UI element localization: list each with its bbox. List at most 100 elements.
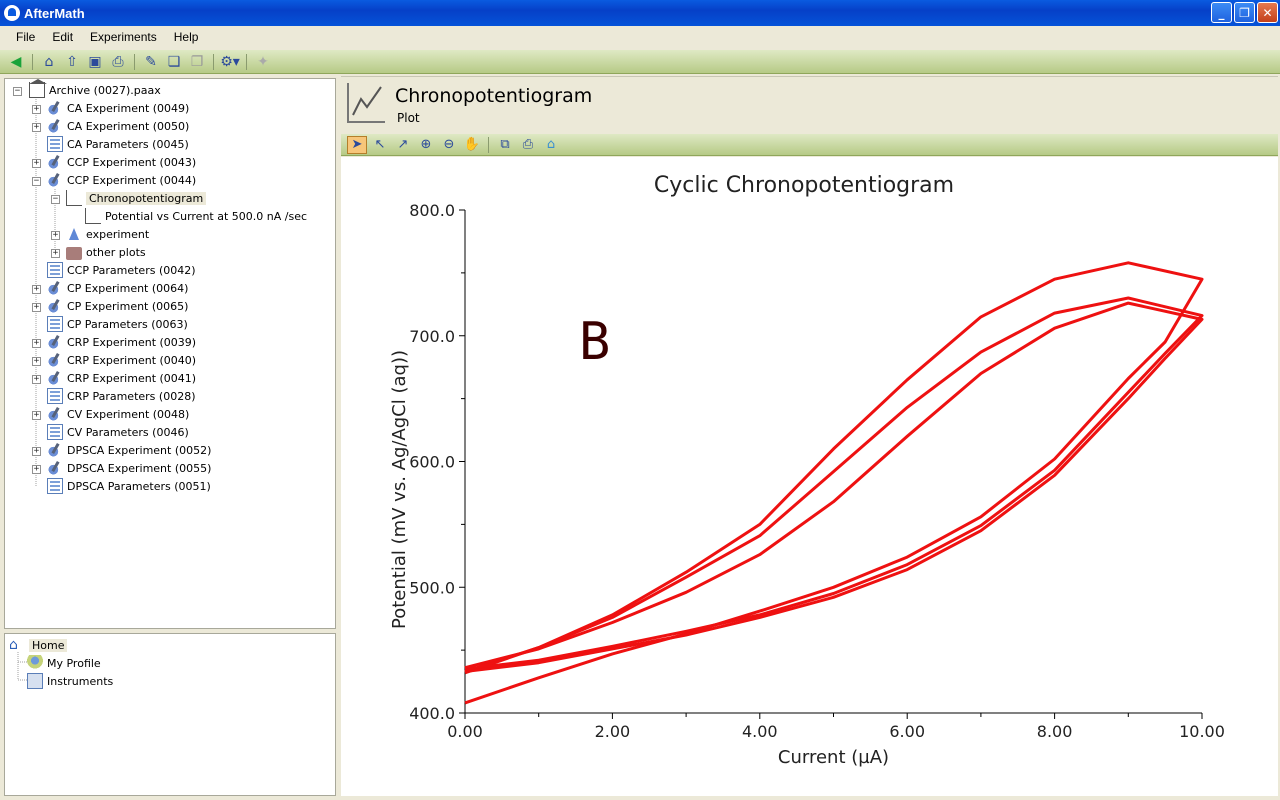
y-tick-label: 800.0 — [409, 201, 455, 220]
expand-toggle[interactable]: + — [32, 338, 41, 348]
zoom-in-icon[interactable]: ⊕ — [420, 137, 432, 152]
window-controls: _ ❐ ✕ — [1211, 2, 1278, 23]
expand-toggle[interactable]: + — [51, 248, 60, 258]
tree-label: CCP Experiment (0043) — [67, 155, 197, 169]
save-icon[interactable]: ▣ — [88, 53, 102, 70]
expand-toggle[interactable]: + — [32, 158, 41, 168]
tree-item-crp-0040[interactable]: CRP Experiment (0040) — [47, 351, 196, 369]
tree-item-ca-0049[interactable]: CA Experiment (0049) — [47, 99, 189, 117]
menu-bar: File Edit Experiments Help — [0, 26, 1280, 48]
maximize-button[interactable]: ❐ — [1234, 2, 1255, 23]
tree-item-cp-params-0063[interactable]: CP Parameters (0063) — [47, 315, 188, 333]
home-icon[interactable]: ⌂ — [546, 137, 556, 152]
instruments-item[interactable]: Instruments — [27, 672, 113, 690]
copy-icon[interactable]: ❏ — [167, 53, 181, 70]
expand-toggle[interactable]: + — [32, 356, 41, 366]
home-up-icon[interactable]: ⇧ — [66, 53, 78, 70]
collapse-toggle[interactable]: − — [13, 86, 22, 96]
expand-toggle[interactable]: + — [32, 446, 41, 456]
collapse-toggle[interactable]: − — [51, 194, 60, 204]
select-alt-icon[interactable]: ↗ — [397, 137, 409, 152]
expand-toggle[interactable]: + — [32, 104, 41, 114]
tree-item-experiment[interactable]: experiment — [66, 225, 149, 243]
toolbar-separator — [213, 53, 214, 70]
parameters-icon — [47, 316, 63, 332]
x-tick-label: 4.00 — [742, 722, 778, 741]
zoom-fit-icon[interactable]: ⧉ — [500, 137, 510, 152]
page-title: Chronopotentiogram — [395, 85, 593, 107]
tree-item-cv-params-0046[interactable]: CV Parameters (0046) — [47, 423, 189, 441]
expand-toggle[interactable]: + — [51, 230, 60, 240]
minimize-button[interactable]: _ — [1211, 2, 1232, 23]
tree-root[interactable]: Archive (0027).paax — [29, 79, 161, 99]
home-panel: ⌂ Home My Profile Instruments — [4, 633, 336, 796]
tree-item-cv-0048[interactable]: CV Experiment (0048) — [47, 405, 189, 423]
tree-item-ca-0050[interactable]: CA Experiment (0050) — [47, 117, 189, 135]
tree-label: DPSCA Parameters (0051) — [67, 479, 211, 493]
tree-item-potential-vs-current[interactable]: Potential vs Current at 500.0 nA /sec — [85, 207, 307, 225]
settings-dropdown-icon[interactable]: ⚙▾ — [220, 53, 240, 70]
tree-item-crp-params-0028[interactable]: CRP Parameters (0028) — [47, 387, 196, 405]
tree-item-other-plots[interactable]: other plots — [66, 243, 146, 261]
tree-label: other plots — [86, 245, 146, 259]
expand-toggle[interactable]: + — [32, 464, 41, 474]
instruments-icon — [27, 673, 43, 689]
profile-icon — [27, 655, 43, 671]
profile-label: My Profile — [47, 656, 101, 670]
pan-hand-icon[interactable]: ✋ — [463, 137, 481, 152]
select-icon[interactable]: ↖ — [374, 137, 386, 152]
chart-title: Cyclic Chronopotentiogram — [654, 173, 954, 198]
tree-label: Chronopotentiogram — [86, 191, 207, 205]
tree-item-crp-0041[interactable]: CRP Experiment (0041) — [47, 369, 196, 387]
experiment-icon — [47, 370, 63, 386]
y-tick-label: 700.0 — [409, 327, 455, 346]
print-icon[interactable]: ⎙ — [522, 137, 534, 152]
y-tick-label: 400.0 — [409, 704, 455, 723]
wrench-icon[interactable]: ✎ — [145, 53, 157, 70]
menu-help[interactable]: Help — [173, 30, 199, 44]
tree-item-chronopotentiogram[interactable]: Chronopotentiogram — [66, 189, 207, 207]
tree-item-dpsca-0052[interactable]: DPSCA Experiment (0052) — [47, 441, 211, 459]
experiment-icon — [47, 280, 63, 296]
menu-experiments[interactable]: Experiments — [90, 30, 157, 44]
experiment-icon — [47, 406, 63, 422]
tree-item-ccp-0043[interactable]: CCP Experiment (0043) — [47, 153, 196, 171]
plot-area[interactable]: Cyclic Chronopotentiogram 0.00 2.00 4.00 6.0… — [341, 157, 1278, 796]
tree-item-dpsca-0055[interactable]: DPSCA Experiment (0055) — [47, 459, 211, 477]
toolbar-separator — [32, 53, 33, 70]
pointer-icon[interactable]: ➤ — [347, 135, 367, 154]
menu-file[interactable]: File — [16, 30, 36, 44]
experiment-icon — [47, 100, 63, 116]
print-icon[interactable]: ⎙ — [112, 53, 124, 70]
tree-label: CRP Experiment (0039) — [67, 335, 197, 349]
expand-toggle[interactable]: + — [32, 302, 41, 312]
my-profile-item[interactable]: My Profile — [27, 654, 101, 672]
tree-item-ccp-0044[interactable]: CCP Experiment (0044) — [47, 171, 196, 189]
tree-label: CRP Experiment (0040) — [67, 353, 197, 367]
tree-item-crp-0039[interactable]: CRP Experiment (0039) — [47, 333, 196, 351]
zoom-out-icon[interactable]: ⊖ — [443, 137, 455, 152]
experiment-icon — [47, 442, 63, 458]
toolbar-separator — [134, 53, 135, 70]
expand-toggle[interactable]: + — [32, 284, 41, 294]
home-item[interactable]: ⌂ Home — [9, 636, 68, 654]
expand-toggle[interactable]: + — [32, 410, 41, 420]
chronopotentiogram-chart[interactable]: Cyclic Chronopotentiogram 0.00 2.00 4.00 6.0… — [341, 157, 1278, 796]
home-icon[interactable]: ⌂ — [44, 53, 54, 70]
instruments-label: Instruments — [47, 674, 114, 688]
tree-item-ccp-params-0042[interactable]: CCP Parameters (0042) — [47, 261, 196, 279]
menu-edit[interactable]: Edit — [52, 30, 74, 44]
x-axis-label: Current (µA) — [778, 747, 889, 768]
paste-icon[interactable]: ❐ — [190, 53, 204, 70]
back-icon[interactable]: ◀ — [10, 53, 22, 70]
tree-item-cp-0064[interactable]: CP Experiment (0064) — [47, 279, 188, 297]
expand-toggle[interactable]: + — [32, 122, 41, 132]
collapse-toggle[interactable]: − — [32, 176, 41, 186]
close-button[interactable]: ✕ — [1257, 2, 1278, 23]
tree-item-dpsca-params-0051[interactable]: DPSCA Parameters (0051) — [47, 477, 211, 495]
tree-label: CCP Parameters (0042) — [67, 263, 196, 277]
tree-item-cp-0065[interactable]: CP Experiment (0065) — [47, 297, 188, 315]
expand-toggle[interactable]: + — [32, 374, 41, 384]
parameters-icon — [47, 136, 63, 152]
tree-item-ca-params-0045[interactable]: CA Parameters (0045) — [47, 135, 189, 153]
